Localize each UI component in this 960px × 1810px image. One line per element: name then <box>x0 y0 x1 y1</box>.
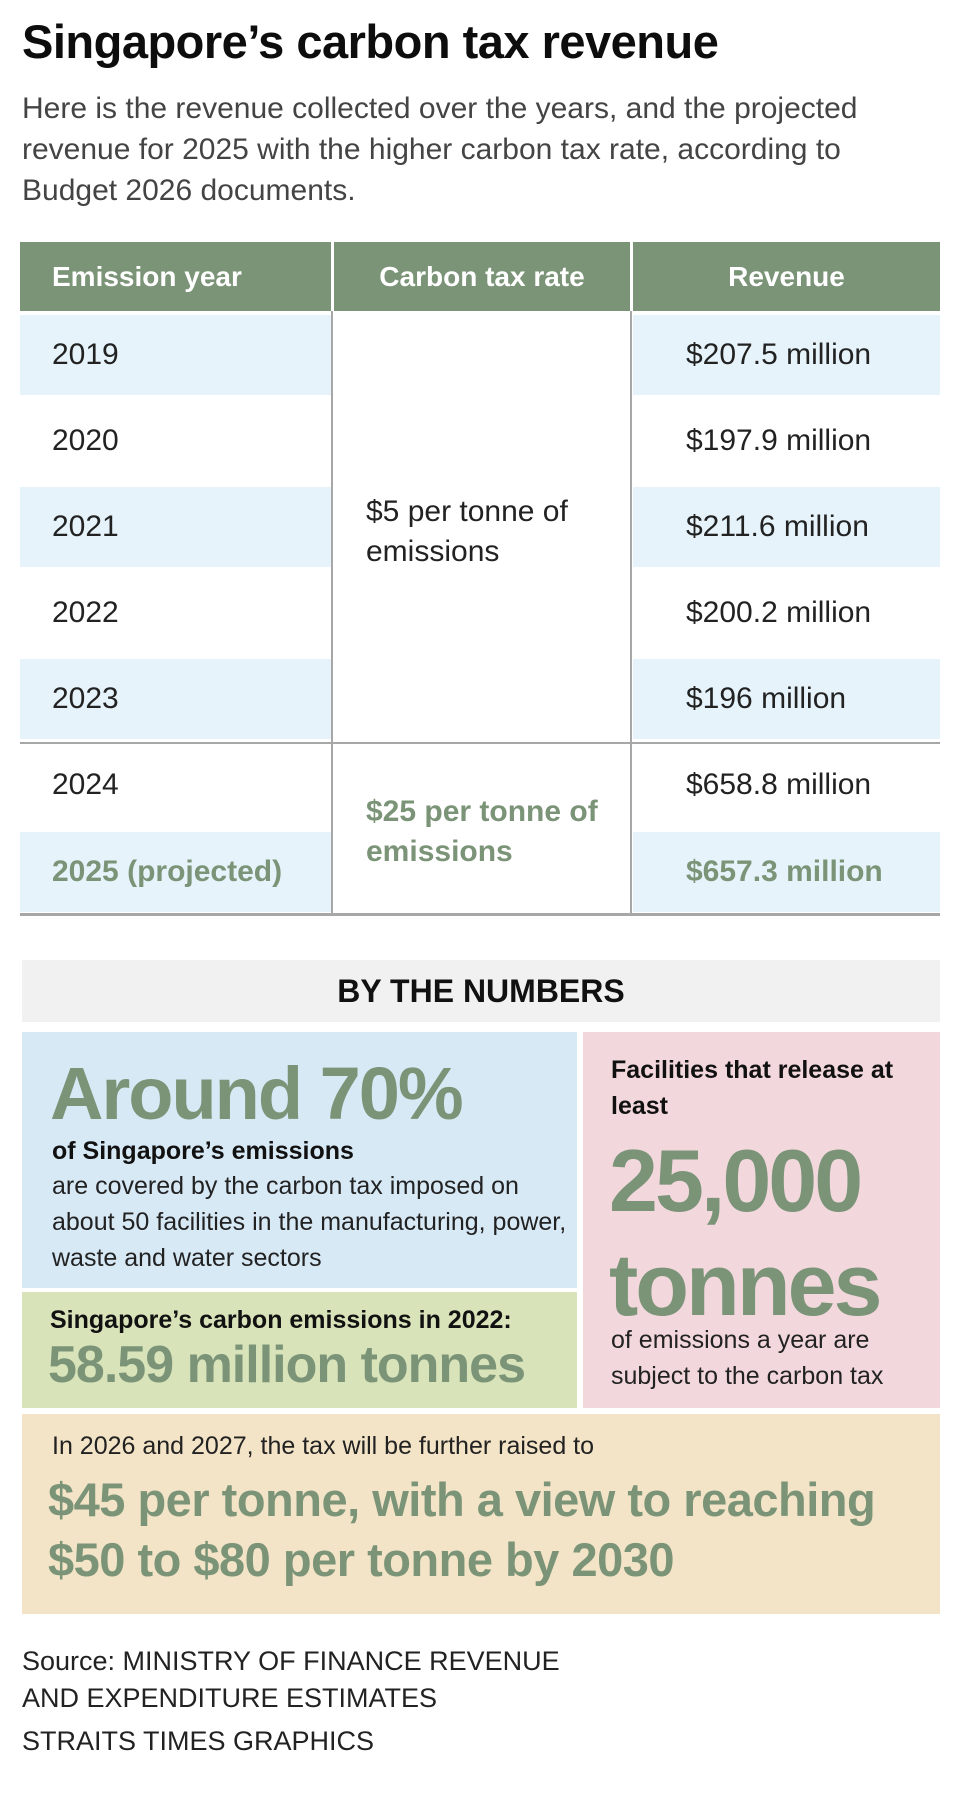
year-cell: 2021 <box>52 510 119 543</box>
by-the-numbers-heading: BY THE NUMBERS <box>22 960 940 1022</box>
future-rate-label: In 2026 and 2027, the tax will be furthe… <box>52 1432 595 1460</box>
revenue-cell: $200.2 million <box>686 596 872 629</box>
revenue-cell: $196 million <box>686 682 847 715</box>
source-note: Source: MINISTRY OF FINANCE REVENUE AND … <box>22 1646 560 1713</box>
threshold-unit: tonnes <box>609 1235 882 1334</box>
intro-text: Here is the revenue collected over the y… <box>22 92 858 207</box>
column-divider <box>331 311 333 914</box>
rate-cell-low: $5 per tonne of emissions <box>366 495 568 568</box>
row-band <box>633 315 940 395</box>
share-text: are covered by the carbon tax imposed on… <box>52 1172 567 1272</box>
year-cell: 2023 <box>52 682 119 715</box>
threshold-text: of emissions a year are subject to the c… <box>611 1326 884 1390</box>
rate-group-divider <box>20 742 940 744</box>
revenue-cell: $197.9 million <box>686 424 872 457</box>
emissions-2022-box: Singapore’s carbon emissions in 2022: 58… <box>22 1292 577 1408</box>
header-revenue: Revenue <box>633 242 940 311</box>
emissions-2022-value: 58.59 million tonnes <box>48 1336 526 1394</box>
year-cell: 2024 <box>52 768 119 801</box>
header-carbon-tax-rate: Carbon tax rate <box>334 242 630 311</box>
revenue-cell: $658.8 million <box>686 768 872 801</box>
threshold-box: Facilities that release at least 25,000 … <box>583 1032 940 1408</box>
share-subtitle: of Singapore’s emissions <box>52 1137 354 1165</box>
year-cell-projected: 2025 (projected) <box>52 855 283 888</box>
row-band <box>633 659 940 739</box>
year-cell: 2019 <box>52 338 119 371</box>
share-value: Around 70% <box>50 1052 464 1135</box>
row-band <box>20 659 331 739</box>
table-bottom-rule <box>20 913 940 916</box>
threshold-number: 25,000 <box>609 1131 863 1230</box>
revenue-table: Emission year Carbon tax rate Revenue 20… <box>20 242 940 916</box>
year-cell: 2022 <box>52 596 119 629</box>
revenue-cell: $207.5 million <box>686 338 872 371</box>
revenue-cell: $211.6 million <box>686 510 869 543</box>
column-divider <box>630 311 632 914</box>
page-title: Singapore’s carbon tax revenue <box>22 15 719 68</box>
rate-cell-high: $25 per tonne of emissions <box>366 795 598 868</box>
row-band <box>20 832 331 912</box>
graphics-credit: STRAITS TIMES GRAPHICS <box>22 1726 375 1756</box>
future-rate-value: $45 per tonne, with a view to reaching $… <box>48 1473 876 1586</box>
row-band <box>633 832 940 912</box>
year-cell: 2020 <box>52 424 119 457</box>
header-emission-year: Emission year <box>20 242 331 311</box>
revenue-cell-projected: $657.3 million <box>686 855 883 888</box>
share-box: Around 70% of Singapore’s emissions are … <box>22 1032 577 1288</box>
row-band <box>20 487 331 567</box>
future-rate-box: In 2026 and 2027, the tax will be furthe… <box>22 1414 940 1614</box>
header-divider <box>331 242 334 311</box>
threshold-label: Facilities that release at least <box>611 1056 894 1120</box>
header-divider <box>630 242 633 311</box>
emissions-2022-label: Singapore’s carbon emissions in 2022: <box>50 1306 512 1334</box>
row-band <box>20 315 331 395</box>
row-band <box>633 487 940 567</box>
